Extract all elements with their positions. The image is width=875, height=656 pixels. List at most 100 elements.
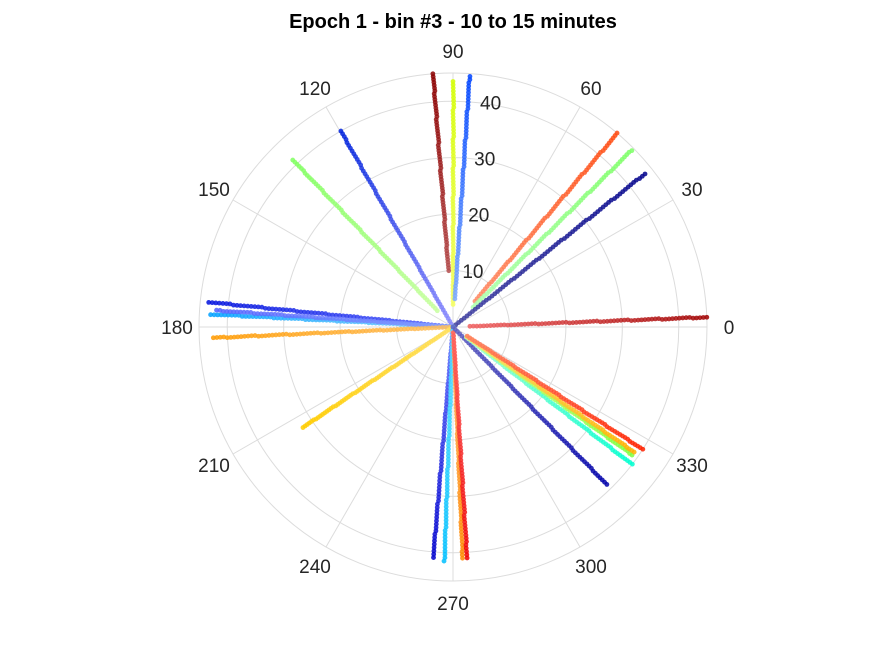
data-point [525,321,531,327]
data-point [297,331,303,337]
data-point [300,425,306,430]
data-point [608,318,614,324]
data-point [323,311,328,317]
data-point [290,157,296,163]
angle-label-330: 330 [676,456,708,477]
data-point [494,322,500,328]
data-point [213,300,219,306]
data-point [224,301,229,307]
data-point [577,319,583,325]
data-point [234,309,240,315]
data-point [447,412,453,418]
data-point [442,531,448,537]
data-point [519,321,524,327]
data-point [234,302,240,308]
data-point [364,318,370,324]
data-point [642,317,648,323]
data-point [474,323,480,329]
data-point [587,319,593,324]
radial-label-30: 30 [474,150,495,171]
grid-spoke-30 [452,199,674,328]
data-point [442,538,448,544]
data-point [351,314,357,320]
data-point [299,313,305,319]
data-point [210,335,216,341]
data-point [395,320,401,326]
data-point [443,521,449,527]
data-point [446,429,452,435]
series-22 [464,334,637,455]
data-point [444,484,450,489]
data-point [464,555,470,561]
data-point [683,315,689,321]
data-point [448,382,454,388]
data-point [225,312,231,318]
data-point [445,453,451,459]
data-point [374,327,379,333]
data-point [284,307,290,313]
data-point [481,323,487,329]
data-point [505,322,511,328]
angle-label-210: 210 [198,456,230,477]
data-point [443,517,449,523]
data-point [242,333,248,339]
radial-label-10: 10 [462,262,483,283]
data-point [604,482,610,487]
data-point [442,548,448,554]
series-1 [430,71,452,274]
data-point [301,331,307,337]
data-point [444,473,450,479]
data-point [508,322,514,328]
data-point [447,406,453,411]
data-point [296,313,302,319]
data-point [442,541,448,547]
data-point [405,326,411,332]
data-point [381,327,386,333]
grid-spoke-150 [232,199,454,328]
data-point [301,309,307,315]
data-point [360,328,366,334]
data-point [629,461,635,467]
data-point [280,307,286,313]
data-point [275,312,281,317]
data-point [274,315,280,321]
data-point [649,316,655,322]
data-point [215,312,221,318]
data-point [330,312,336,318]
data-point [444,470,450,476]
angle-label-300: 300 [575,557,607,578]
data-point [635,317,641,323]
data-point [334,316,339,322]
data-point [446,436,451,442]
series-6 [472,130,620,304]
data-point [443,504,449,510]
data-point [444,490,450,496]
data-point [238,334,244,340]
data-point [206,299,212,305]
data-point [347,317,353,323]
data-point [325,330,331,336]
data-point [642,171,648,177]
data-point [640,446,646,452]
angle-label-240: 240 [299,557,331,578]
data-point [652,316,658,322]
data-point [311,330,317,336]
radial-label-40: 40 [480,94,501,115]
data-point [385,320,391,325]
data-point [663,316,669,322]
angle-label-0: 0 [724,318,735,339]
data-point [539,321,545,327]
data-point [347,314,353,319]
data-point [263,333,268,339]
data-point [670,316,675,322]
data-point [584,319,590,325]
data-point [228,335,234,340]
data-point [252,333,258,338]
data-point [298,309,304,315]
data-point [273,306,279,312]
data-point [244,309,250,315]
data-point [543,321,548,326]
data-point [447,416,452,421]
data-point [443,497,449,503]
